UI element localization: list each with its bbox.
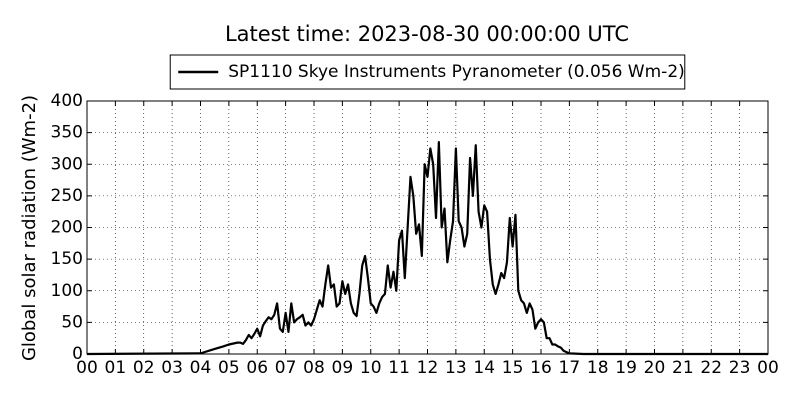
x-tick-label: 19 [615, 358, 637, 378]
y-tick-label: 0 [72, 344, 83, 364]
x-tick-label: 09 [332, 358, 354, 378]
x-tick-label: 12 [417, 358, 439, 378]
y-tick-label: 250 [51, 186, 83, 206]
y-tick-label: 300 [51, 154, 83, 174]
x-tick-label: 06 [246, 358, 268, 378]
x-tick-label: 02 [133, 358, 155, 378]
plot-frame [86, 100, 769, 355]
y-tick-label: 200 [51, 218, 83, 238]
x-tick-label: 23 [729, 358, 751, 378]
x-tick-label: 20 [644, 358, 666, 378]
x-tick-label: 10 [360, 358, 382, 378]
y-tick-label: 50 [61, 312, 83, 332]
x-tick-label: 00 [76, 358, 98, 378]
y-tick-label: 400 [51, 91, 83, 111]
x-tick-label: 08 [303, 358, 325, 378]
chart-title: Latest time: 2023-08-30 00:00:00 UTC [225, 22, 629, 46]
x-tick-label: 17 [559, 358, 581, 378]
x-tick-label: 21 [672, 358, 694, 378]
x-tick-label: 13 [445, 358, 467, 378]
x-tick-label: 07 [275, 358, 297, 378]
y-tick-label: 350 [51, 123, 83, 143]
x-tick-label: 14 [473, 358, 495, 378]
data-line [86, 141, 768, 356]
legend-label: SP1110 Skye Instruments Pyranometer (0.0… [228, 62, 685, 82]
x-tick-label: 22 [700, 358, 722, 378]
x-tick-label: 16 [530, 358, 552, 378]
y-tick-label: 150 [51, 249, 83, 269]
y-tick-label: 100 [51, 281, 83, 301]
x-tick-label: 01 [105, 358, 127, 378]
x-tick-label: 11 [388, 358, 410, 378]
x-tick-label: 05 [218, 358, 240, 378]
legend-box [169, 54, 686, 90]
x-tick-label: 15 [502, 358, 524, 378]
x-tick-label: 00 [757, 358, 779, 378]
y-axis-label: Global solar radiation (Wm-2) [19, 95, 40, 361]
x-tick-label: 18 [587, 358, 609, 378]
x-tick-label: 04 [190, 358, 212, 378]
x-tick-label: 03 [161, 358, 183, 378]
